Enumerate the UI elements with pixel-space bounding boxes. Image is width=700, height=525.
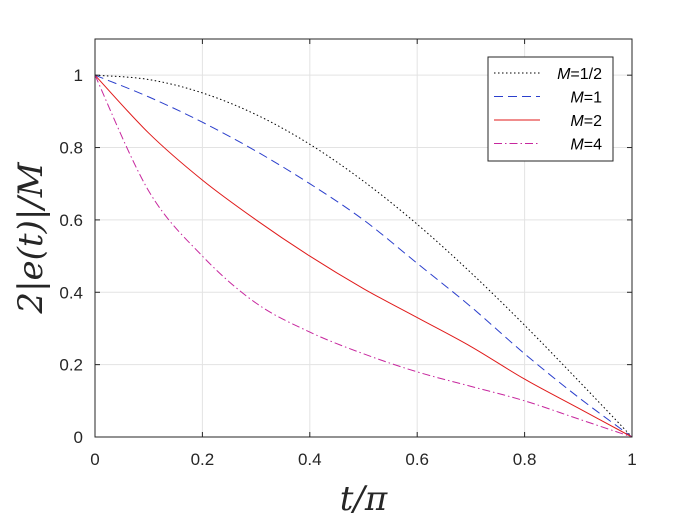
legend-label-4: M=4 (570, 137, 602, 154)
y-tick-label: 0.2 (59, 356, 83, 375)
x-tick-label: 0.8 (513, 450, 537, 469)
y-tick-label: 0.4 (59, 283, 83, 302)
x-tick-label: 1 (627, 450, 636, 469)
x-tick-label: 0.2 (191, 450, 215, 469)
legend-label-1: M=1/2 (557, 66, 602, 83)
axes-box (94, 38, 633, 438)
series-line-2 (94, 74, 633, 438)
legend-label-3: M=2 (570, 113, 602, 130)
legend-box (487, 56, 614, 162)
legend-label-2: M=1 (570, 90, 602, 107)
series-line-1 (94, 74, 633, 438)
y-tick-label: 1 (74, 66, 83, 85)
y-tick-label: 0.6 (59, 211, 83, 230)
y-tick-label: 0 (74, 428, 83, 447)
ticks: 0 0.2 0.4 0.6 0.8 1 0 0.2 0.4 0.6 0.8 1 (59, 39, 637, 469)
y-axis-label: 2|e(t)|/M (11, 161, 51, 314)
x-axis-label: t/π (340, 479, 388, 519)
y-tick-label: 0.8 (59, 139, 83, 158)
series-layer (94, 74, 633, 438)
series-line-4 (94, 74, 633, 438)
x-tick-label: 0.4 (298, 450, 322, 469)
x-tick-label: 0.6 (405, 450, 429, 469)
x-tick-label: 0 (90, 450, 99, 469)
series-line-3 (94, 74, 633, 438)
legend: M=1/2 M=1 M=2 M=4 (487, 56, 614, 162)
